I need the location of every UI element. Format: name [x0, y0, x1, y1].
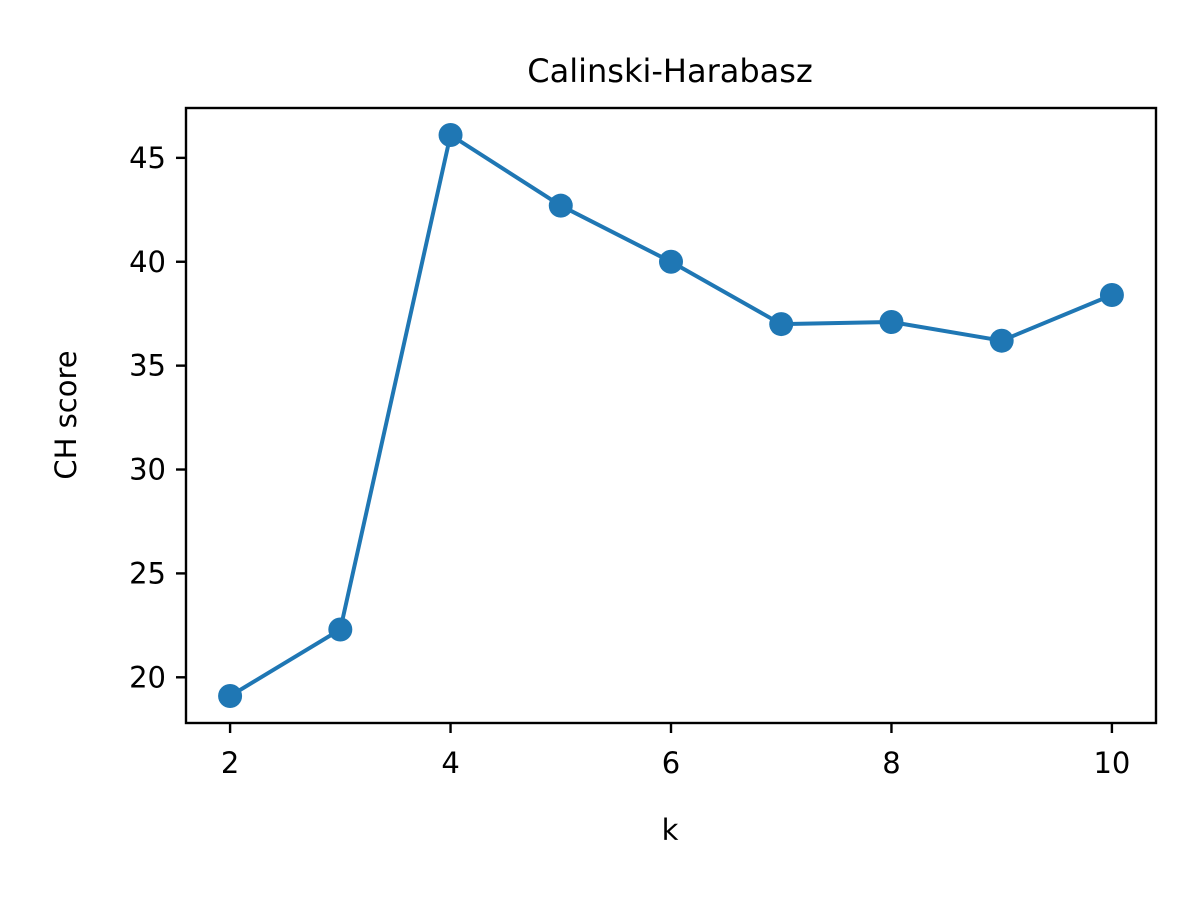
x-tick-label: 6 — [662, 746, 680, 780]
x-tick-label: 2 — [221, 746, 239, 780]
y-tick-label: 45 — [129, 141, 166, 175]
data-point — [548, 193, 573, 218]
y-tick-label: 40 — [129, 245, 166, 279]
data-point — [879, 310, 904, 335]
chart-title: Calinski-Harabasz — [527, 52, 812, 90]
x-tick-label: 10 — [1093, 746, 1130, 780]
x-axis-label: k — [662, 813, 679, 847]
y-axis-label: CH score — [49, 350, 83, 479]
y-tick-label: 20 — [129, 660, 166, 694]
data-point — [1099, 282, 1124, 307]
series-line — [229, 133, 1113, 698]
data-point — [328, 617, 353, 642]
y-tick-label: 35 — [129, 349, 166, 383]
x-tick-label: 8 — [882, 746, 900, 780]
data-point — [659, 249, 683, 274]
x-axis: 2 4 6 8 10 — [221, 723, 1130, 780]
data-point — [438, 123, 463, 148]
data-point — [989, 328, 1014, 353]
y-axis: 20 25 30 35 40 45 — [129, 141, 186, 694]
data-point — [769, 312, 794, 337]
y-tick-label: 25 — [129, 556, 166, 590]
y-tick-label: 30 — [129, 453, 166, 487]
plot-area — [218, 123, 1124, 708]
x-tick-label: 4 — [441, 746, 459, 780]
data-point — [218, 683, 243, 708]
